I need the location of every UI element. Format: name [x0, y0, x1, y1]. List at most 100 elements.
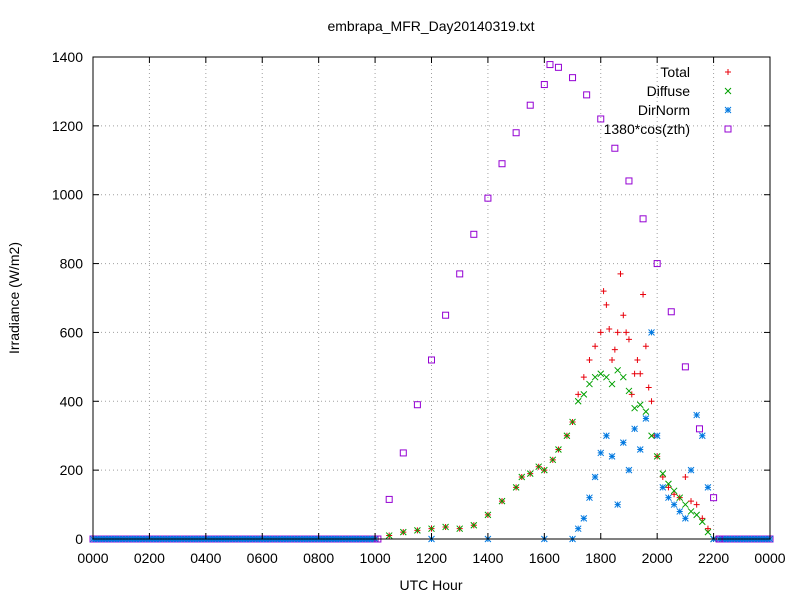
data-point	[667, 308, 675, 316]
data-point	[549, 456, 557, 464]
data-point	[620, 312, 627, 319]
x-tick-label: 0800	[303, 550, 334, 566]
data-point	[614, 501, 622, 508]
data-point	[699, 515, 706, 522]
data-point	[609, 356, 616, 363]
legend-marker	[724, 125, 732, 133]
x-tick-label: 0000	[77, 550, 108, 566]
data-point	[592, 343, 599, 350]
data-point	[625, 466, 633, 474]
data-point	[586, 356, 593, 363]
data-point	[586, 380, 593, 388]
legend-marker	[724, 106, 732, 114]
legend-label: DirNorm	[638, 102, 690, 118]
data-point	[631, 370, 638, 377]
data-point	[628, 391, 635, 398]
x-axis-label: UTC Hour	[399, 577, 462, 593]
legend-label: Total	[660, 64, 690, 80]
data-point	[653, 260, 661, 268]
y-tick-label: 1000	[52, 187, 83, 203]
data-point	[574, 525, 582, 533]
legend-label: Diffuse	[647, 83, 691, 99]
data-point	[704, 525, 711, 532]
data-point	[676, 494, 684, 502]
data-point	[693, 411, 701, 419]
data-point	[575, 391, 582, 398]
data-point	[526, 470, 534, 477]
data-point	[456, 270, 464, 278]
data-point	[614, 329, 621, 336]
data-point	[625, 177, 633, 185]
data-point	[698, 518, 706, 526]
data-point	[456, 525, 464, 533]
data-point	[470, 521, 478, 529]
data-point	[636, 401, 644, 409]
data-point	[687, 466, 695, 474]
data-point	[603, 373, 610, 381]
x-tick-label: 0600	[247, 550, 278, 566]
y-tick-label: 400	[60, 393, 84, 409]
data-point	[693, 511, 701, 519]
data-point	[659, 474, 666, 481]
data-point	[682, 474, 689, 481]
data-point	[631, 404, 638, 412]
data-point	[695, 425, 703, 433]
data-point	[670, 487, 678, 495]
data-point	[512, 484, 520, 491]
series-cross	[371, 366, 717, 543]
data-point	[569, 418, 576, 426]
data-point	[413, 401, 421, 409]
data-point	[648, 329, 655, 336]
chart-title: embrapa_MFR_Day20140319.txt	[327, 18, 534, 34]
data-point	[603, 301, 610, 308]
data-point	[586, 494, 593, 502]
grid	[93, 57, 770, 539]
legend: Total Diffuse DirNorm 1380*cos(zth)	[604, 64, 732, 137]
y-axis-label: Irradiance (W/m2)	[6, 242, 22, 354]
x-tick-label: 2200	[698, 550, 729, 566]
data-point	[704, 528, 712, 536]
data-point	[665, 494, 672, 502]
data-point	[442, 523, 449, 531]
data-point	[583, 91, 591, 99]
x-tick-label: 2000	[642, 550, 673, 566]
data-point	[665, 480, 672, 488]
y-tick-label: 0	[75, 531, 83, 547]
data-point	[611, 144, 619, 152]
data-point	[645, 384, 652, 391]
data-point	[676, 508, 684, 515]
legend-marker	[725, 69, 731, 75]
x-tick-label: 1200	[416, 550, 447, 566]
data-point	[512, 129, 520, 137]
data-point	[555, 446, 562, 453]
data-point	[470, 230, 478, 238]
y-tick-label: 1200	[52, 118, 83, 134]
data-point	[648, 398, 655, 405]
data-point	[580, 514, 588, 522]
data-point	[574, 397, 582, 405]
data-point	[653, 432, 661, 440]
data-point	[597, 449, 605, 457]
data-point	[648, 432, 655, 440]
data-point	[484, 511, 492, 519]
x-tick-label: 1800	[585, 550, 616, 566]
data-point	[518, 473, 526, 481]
data-point	[671, 491, 678, 498]
data-point	[693, 501, 700, 508]
data-point	[698, 432, 706, 440]
data-point	[428, 356, 435, 364]
data-point	[554, 63, 562, 71]
data-point	[498, 497, 506, 505]
y-tick-label: 1400	[52, 49, 83, 65]
data-point	[540, 81, 548, 89]
data-point	[608, 380, 616, 388]
data-point	[608, 453, 616, 460]
data-point	[682, 514, 689, 522]
x-tick-label: 0200	[134, 550, 165, 566]
data-point	[710, 494, 718, 502]
data-point	[591, 473, 599, 481]
data-point	[614, 366, 622, 374]
data-point	[642, 343, 649, 350]
data-point	[634, 356, 641, 363]
